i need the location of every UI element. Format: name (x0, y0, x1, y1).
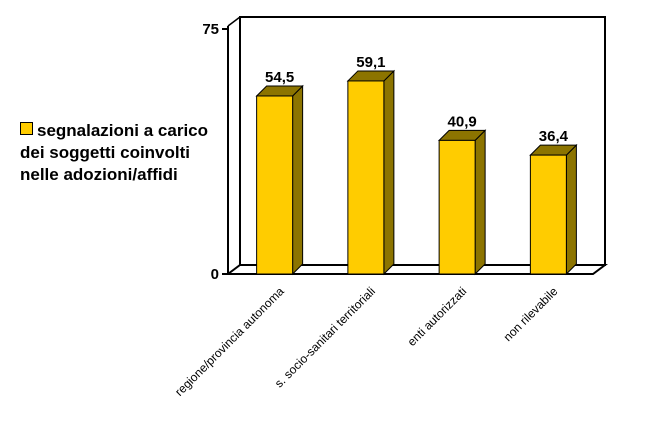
bars (255, 69, 578, 276)
bar-side (474, 129, 486, 276)
data-label: 59,1 (356, 54, 385, 71)
y-tick-label: 75 (202, 21, 219, 38)
bar-front (529, 154, 567, 275)
x-tick-label: regione/provincia autonoma (172, 284, 287, 399)
data-label: 36,4 (539, 128, 569, 145)
plot-top-edge (227, 16, 241, 27)
x-tick-label: enti autorizzati (405, 284, 470, 349)
bar (255, 84, 304, 276)
bar (346, 69, 396, 276)
bar-side (383, 69, 395, 276)
bar-front (347, 80, 385, 275)
legend: segnalazioni a carico dei soggetti coinv… (20, 120, 210, 186)
bar-side (565, 143, 577, 276)
data-label: 40,9 (448, 113, 477, 130)
y-tick-label: 0 (211, 266, 219, 283)
legend-swatch (20, 122, 33, 135)
bar-front (438, 139, 476, 275)
bar (437, 129, 487, 276)
x-tick-label: non rilevabile (501, 284, 561, 344)
legend-label: segnalazioni a carico dei soggetti coinv… (20, 121, 209, 184)
data-labels: 54,5 59,1 40,9 36,4 (265, 54, 569, 145)
bar (529, 143, 578, 276)
y-axis: 0 75 (202, 21, 228, 283)
bar-front (256, 95, 294, 275)
x-tick-label: s. socio-sanitari territoriali (272, 284, 378, 390)
data-label: 54,5 (265, 69, 294, 86)
bar-side (292, 84, 304, 276)
